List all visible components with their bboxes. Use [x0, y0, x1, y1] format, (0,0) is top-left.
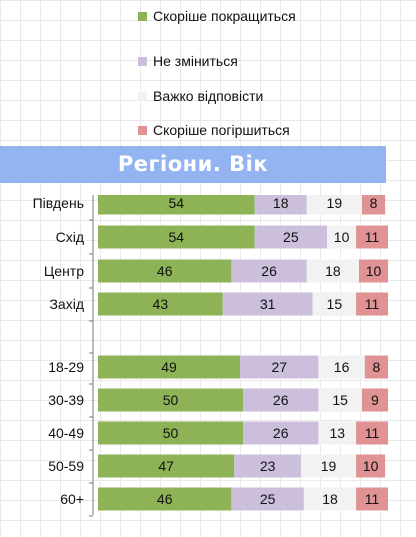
- bar-segment: [98, 195, 255, 215]
- data-label: 18: [273, 195, 289, 211]
- bar-segment: [306, 259, 359, 283]
- data-label: 18: [322, 491, 338, 507]
- bar-segment: [254, 195, 307, 215]
- data-label: 9: [371, 392, 379, 408]
- bar-segment: [361, 195, 386, 215]
- data-label: 54: [169, 229, 185, 245]
- data-label: 11: [365, 491, 380, 507]
- bar-segment: [231, 259, 307, 283]
- category-label: Центр: [44, 263, 84, 279]
- bar-segment: [356, 292, 388, 316]
- bar-segment: [98, 292, 223, 316]
- data-label: 49: [161, 359, 177, 375]
- legend-swatch-no-change: [138, 57, 147, 66]
- bar-segment: [356, 487, 388, 511]
- data-label: 13: [329, 425, 345, 441]
- data-label: 43: [153, 296, 169, 312]
- data-label: 27: [271, 359, 287, 375]
- legend-label-worsen: Скоріше погіршиться: [153, 122, 290, 138]
- data-label: 16: [334, 359, 350, 375]
- data-label: 50: [163, 425, 179, 441]
- data-label: 10: [366, 263, 382, 279]
- category-label: 50-59: [48, 458, 84, 474]
- data-label: 46: [157, 263, 173, 279]
- legend-label-no-change: Не зміниться: [153, 53, 238, 69]
- data-label: 46: [157, 491, 173, 507]
- stacked-bar-chart: Південь 54 18 19 8 Схід 54 25 10 11 Центр 46 26 18 10 З…: [33, 195, 388, 517]
- bar-segment: [356, 421, 388, 445]
- bar-segment: [98, 487, 232, 511]
- data-label: 19: [327, 195, 343, 211]
- bar-segment: [364, 355, 388, 379]
- banner-title: Регіони. Вік: [117, 152, 269, 176]
- bar-segment: [306, 195, 362, 215]
- section-banner: Регіони. Вік: [0, 146, 386, 183]
- data-label: 18: [325, 263, 341, 279]
- bar-segment: [303, 487, 357, 511]
- bar-segment: [327, 225, 357, 249]
- data-label: 25: [260, 491, 276, 507]
- bar-segment: [240, 355, 319, 379]
- legend-swatch-worsen: [138, 126, 147, 135]
- data-label: 15: [332, 392, 348, 408]
- category-label: Південь: [33, 195, 84, 211]
- bar-segment: [312, 292, 357, 316]
- bar-segment: [254, 225, 328, 249]
- data-label: 11: [365, 229, 380, 245]
- legend-swatch-improve: [138, 12, 147, 21]
- bar-segment: [359, 259, 388, 283]
- bar-segment: [243, 421, 319, 445]
- data-label: 8: [370, 195, 378, 211]
- bar-segment: [222, 292, 313, 316]
- data-label: 47: [158, 458, 174, 474]
- data-label: 8: [373, 359, 381, 375]
- bar-segment: [98, 225, 255, 249]
- data-label: 26: [273, 392, 289, 408]
- bar-segment: [98, 388, 243, 412]
- category-label: Схід: [56, 229, 84, 245]
- data-label: 11: [365, 296, 380, 312]
- bar-segment: [98, 421, 243, 445]
- data-label: 26: [261, 263, 277, 279]
- data-label: 54: [169, 195, 185, 211]
- bar-segment: [356, 225, 388, 249]
- bar-segment: [318, 421, 357, 445]
- category-label: 18-29: [48, 359, 84, 375]
- bar-segment: [98, 454, 235, 478]
- data-label: 15: [327, 296, 343, 312]
- data-label: 23: [260, 458, 276, 474]
- legend-label-improve: Скоріше покращиться: [153, 8, 296, 24]
- data-label: 10: [363, 458, 379, 474]
- bar-segment: [231, 487, 304, 511]
- data-label: 19: [321, 458, 337, 474]
- bar-segment: [318, 388, 362, 412]
- category-label: 30-39: [48, 392, 84, 408]
- bar-segment: [356, 454, 386, 478]
- category-label: 60+: [60, 491, 84, 507]
- bar-segment: [301, 454, 357, 478]
- bar-segment: [234, 454, 301, 478]
- data-label: 26: [273, 425, 289, 441]
- category-label: 40-49: [48, 425, 84, 441]
- data-label: 50: [163, 392, 179, 408]
- data-label: 11: [365, 425, 380, 441]
- bar-segment: [361, 388, 388, 412]
- bar-segment: [98, 259, 232, 283]
- category-label: Захід: [49, 296, 84, 312]
- legend-label-hard-to-say: Важко відповісти: [153, 88, 264, 104]
- bar-segment: [318, 355, 365, 379]
- data-label: 25: [283, 229, 299, 245]
- bar-segment: [98, 355, 241, 379]
- data-label: 31: [260, 296, 276, 312]
- bar-segment: [243, 388, 319, 412]
- legend-swatch-hard-to-say: [138, 92, 147, 101]
- data-label: 10: [334, 229, 350, 245]
